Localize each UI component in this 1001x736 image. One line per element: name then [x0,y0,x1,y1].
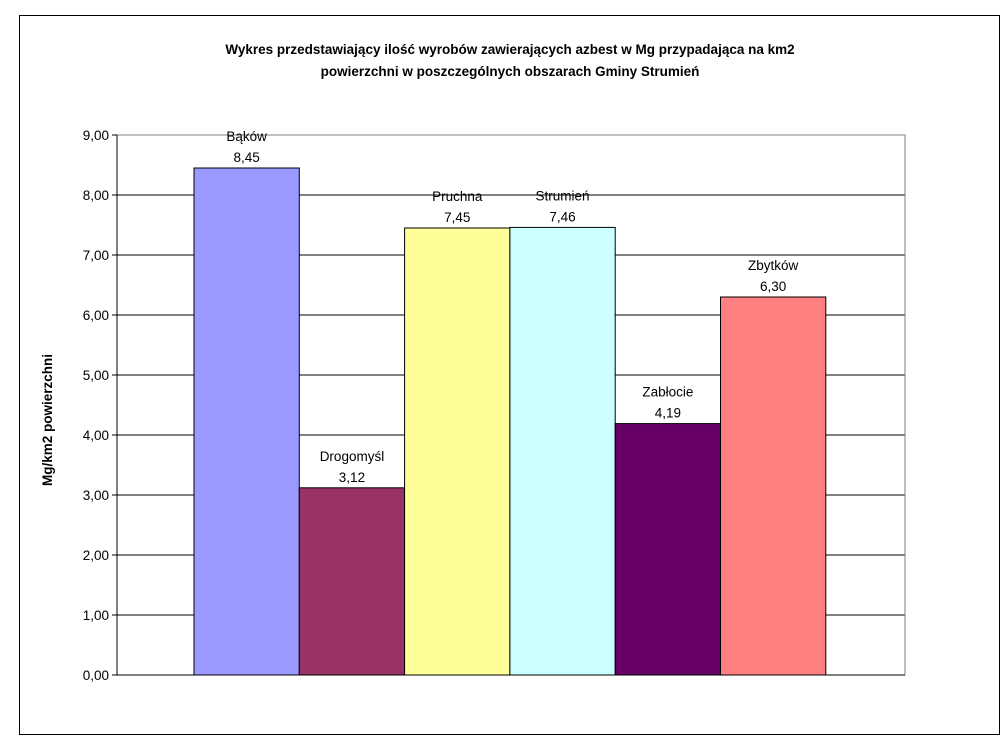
data-labels: Bąków 8,45 Drogomyśl 3,12 Pruchna 7,45 Strumie… [226,129,798,485]
y-tick-label: 6,00 [83,308,109,323]
bar-value-label: 4,19 [655,406,681,421]
bar-value-label: 3,12 [339,470,365,485]
bar-value-label: 6,30 [760,279,786,294]
y-tick-label: 8,00 [83,188,109,203]
bar-zabłocie [614,423,722,676]
bar-zbytków [720,296,827,676]
y-tick-label: 7,00 [83,248,109,263]
bars [193,167,827,676]
bar-pruchna [404,227,511,676]
bar-category-label: Bąków [226,129,267,144]
bar-value-label: 8,45 [234,150,260,165]
bar-strumień [509,226,616,676]
bar-chart: Wykres przedstawiający ilość wyrobów zaw… [40,42,906,683]
y-tick-label: 3,00 [83,488,109,503]
y-tick-label: 1,00 [83,608,109,623]
y-tick-label: 4,00 [83,428,109,443]
y-tick-label: 5,00 [83,368,109,383]
bar-category-label: Drogomyśl [320,449,385,464]
bar-category-label: Zbytków [748,258,799,273]
bar-value-label: 7,45 [444,210,470,225]
chart-title: Wykres przedstawiający ilość wyrobów zaw… [225,42,794,79]
bar-value-label: 7,46 [549,209,575,224]
y-axis-title: Mg/km2 powierzchni [40,354,55,486]
bar-category-label: Pruchna [432,189,483,204]
bar-category-label: Strumień [536,188,590,203]
y-tick-label: 2,00 [83,548,109,563]
bar-category-label: Zabłocie [642,385,693,400]
chart-frame: Wykres przedstawiający ilość wyrobów zaw… [19,15,1000,735]
y-tick-label: 9,00 [83,128,109,143]
bar-drogomyśl [298,487,406,676]
y-tick-label: 0,00 [83,668,109,683]
chart-title-line: Wykres przedstawiający ilość wyrobów zaw… [225,42,794,57]
bar-bąków [193,167,300,676]
y-axis: 0,00 1,00 2,00 3,00 4,00 5,00 6,00 7,00 8,00 9,00 [83,128,905,683]
chart-title-line: powierzchni w poszczególnych obszarach G… [321,64,700,79]
